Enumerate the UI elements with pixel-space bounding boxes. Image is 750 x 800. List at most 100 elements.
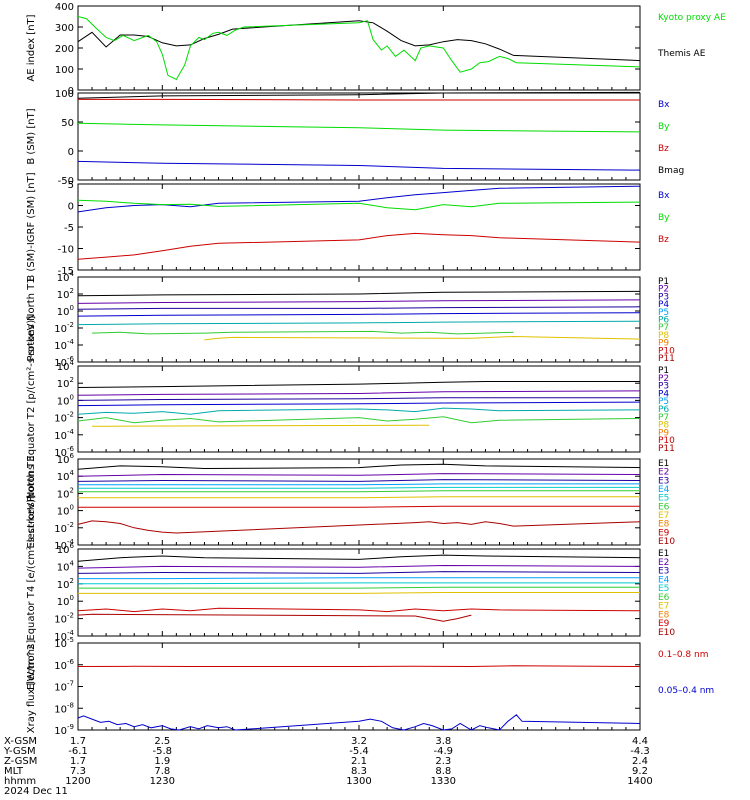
- series-line-p8: [204, 335, 641, 341]
- series-line-by: [77, 122, 641, 133]
- legend-entry: E7: [658, 511, 669, 521]
- y-tick-label: -15: [58, 266, 74, 277]
- panel-frame: [77, 276, 641, 363]
- series-line-p3: [77, 306, 641, 310]
- legend-entry: E3: [658, 476, 669, 486]
- y-tick-label: 106: [57, 452, 75, 466]
- legend-entry: E5: [658, 584, 669, 594]
- series-line-e10: [77, 520, 641, 534]
- y-tick-label: 100: [57, 393, 74, 407]
- y-tick-label: -5: [64, 223, 74, 234]
- y-tick-label: 10-6: [54, 658, 74, 672]
- series-line-e4: [78, 577, 640, 580]
- panel-8: [77, 642, 641, 731]
- y-tick-label: 10-2: [54, 521, 74, 535]
- y-tick-label: 10-2: [54, 612, 74, 626]
- orbit-row-label: Z-GSM: [4, 756, 37, 767]
- y-axis-label: Protons North T1: [26, 277, 37, 361]
- legend-entry: P1: [658, 366, 669, 376]
- series-line-e2: [77, 473, 641, 477]
- series-line-e1: [77, 463, 641, 470]
- y-tick-label: 10-2: [54, 321, 74, 335]
- y-tick-label: 10-7: [54, 680, 74, 694]
- legend-entry: Bmag: [658, 166, 684, 176]
- panel-frame: [77, 5, 641, 91]
- orbit-row-value: 7.3: [70, 766, 86, 777]
- legend-entry: P8: [658, 331, 669, 341]
- series-line-e9: [77, 607, 641, 613]
- y-axis-label: Protons Equator T2 [p/(cm²-s-sr-keV)]: [26, 316, 37, 503]
- legend-entry: E6: [658, 593, 670, 603]
- legend-entry: 0.05–0.4 nm: [658, 686, 714, 696]
- series-line-p6: [77, 407, 641, 415]
- legend-entry: P2: [658, 285, 669, 295]
- legend-entry: P11: [658, 444, 675, 454]
- orbit-row-label: MLT: [4, 766, 24, 777]
- orbit-row-value: 3.8: [435, 736, 451, 747]
- orbit-row-label: hhmm: [4, 776, 36, 787]
- legend-entry: E10: [658, 537, 675, 547]
- series-line-e7: [78, 592, 640, 594]
- series-line-p8: [92, 424, 430, 427]
- series-line-p4: [77, 312, 641, 317]
- y-tick-label: 300: [55, 23, 74, 34]
- legend-entry: P2: [658, 374, 669, 384]
- series-line-e7: [78, 496, 640, 499]
- series-line-p1: [77, 381, 640, 388]
- panel-frame: [77, 92, 641, 181]
- y-tick-label: -50: [58, 176, 74, 187]
- y-tick-label: 102: [57, 577, 74, 591]
- series-line-00504nm: [77, 714, 641, 731]
- series-line-themisae: [77, 20, 641, 62]
- series-line-e3: [77, 571, 641, 574]
- legend-entry: P3: [658, 292, 669, 302]
- orbit-row-value: -5.8: [153, 746, 173, 757]
- legend-entry: E7: [658, 602, 669, 612]
- y-tick-label: 102: [57, 486, 74, 500]
- legend-entry: E9: [658, 528, 670, 538]
- orbit-row-value: 2.4: [632, 756, 648, 767]
- y-tick-label: 0: [68, 202, 74, 213]
- series-line-p1: [77, 290, 641, 297]
- y-axis-label: B (SM)-IGRF (SM) [nT]: [26, 172, 37, 281]
- legend-entry: P5: [658, 397, 669, 407]
- legend-entry: 0.1–0.8 nm: [658, 650, 708, 660]
- y-tick-label: 104: [57, 469, 75, 483]
- legend-entry: P11: [658, 354, 675, 364]
- y-tick-label: 200: [55, 44, 74, 55]
- series-line-e6: [78, 490, 640, 493]
- panel-7: [77, 548, 641, 637]
- y-axis-label: Electrons North T3: [26, 455, 37, 548]
- legend-entry: P6: [658, 405, 669, 415]
- panel-frame: [77, 183, 641, 271]
- orbit-row-value: 7.8: [154, 766, 170, 777]
- orbit-row-value: 2.3: [435, 756, 451, 767]
- y-tick-label: 10-4: [54, 428, 74, 442]
- series-line-e1: [77, 554, 641, 562]
- legend-entry: By: [658, 213, 670, 223]
- orbit-row-value: 1230: [150, 776, 175, 787]
- legend-entry: P8: [658, 421, 669, 431]
- legend-entry: E1: [658, 549, 669, 559]
- orbit-row-value: -5.4: [349, 746, 369, 757]
- orbit-row-value: 1400: [627, 776, 652, 787]
- series-line-bx: [77, 160, 641, 171]
- series-line-e3: [77, 479, 641, 482]
- orbit-row-label: Y-GSM: [3, 746, 36, 757]
- legend-entry: Bz: [658, 144, 669, 154]
- panel-4: [77, 276, 641, 363]
- legend-entry: P4: [658, 300, 669, 310]
- legend-entry: P9: [658, 339, 669, 349]
- y-tick-label: 100: [57, 594, 74, 608]
- series-line-bx: [77, 185, 641, 213]
- orbit-row-value: 9.2: [632, 766, 648, 777]
- legend-entry: E9: [658, 619, 670, 629]
- orbit-row-value: -4.9: [434, 746, 454, 757]
- y-tick-label: 10-5: [54, 636, 74, 650]
- series-line-p2: [77, 299, 641, 304]
- legend-entry: P3: [658, 382, 669, 392]
- y-tick-label: 5: [68, 180, 74, 191]
- legend-entry: Bx: [658, 191, 670, 201]
- legend-entry: P7: [658, 323, 669, 333]
- series-line-e9: [78, 505, 640, 508]
